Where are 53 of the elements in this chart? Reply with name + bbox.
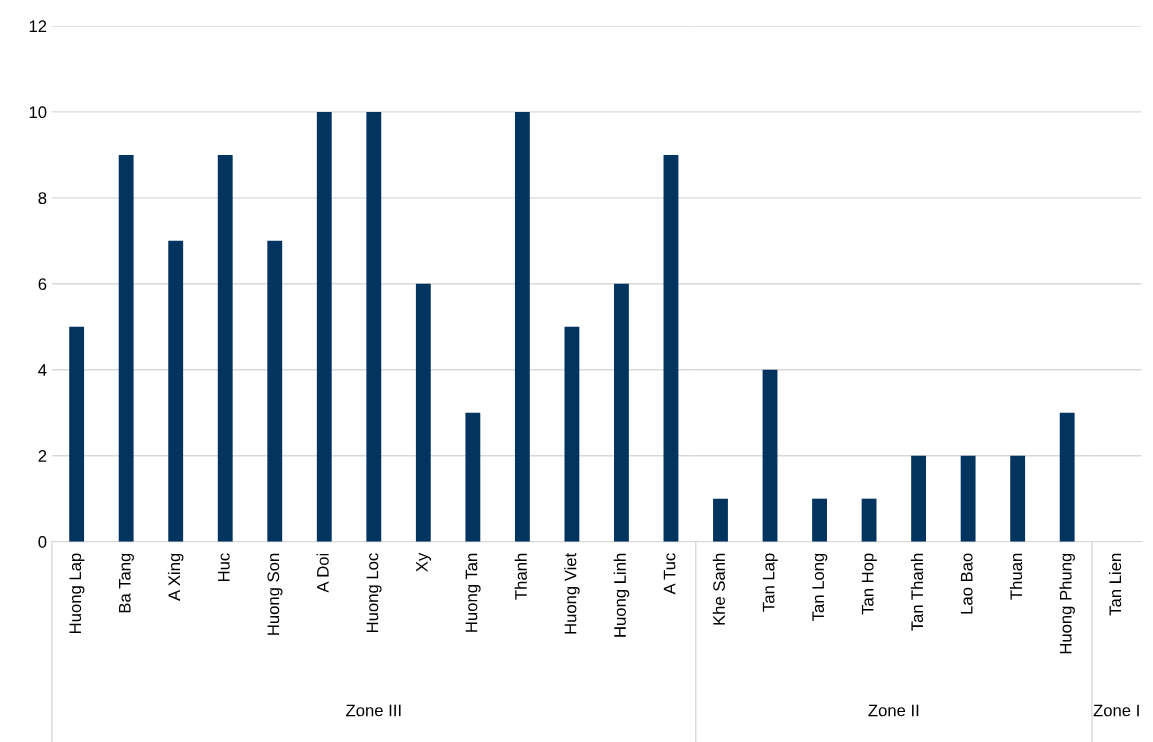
y-tick-label: 12 bbox=[29, 20, 47, 33]
bar bbox=[465, 412, 481, 542]
bar bbox=[861, 498, 877, 542]
x-tick-label: Huong Viet bbox=[564, 552, 580, 634]
y-tick-label: 2 bbox=[38, 450, 47, 462]
x-axis-title: Zone I bbox=[1093, 704, 1139, 717]
bar bbox=[614, 283, 629, 542]
x-tick-label: Ba Tang bbox=[119, 553, 134, 613]
bar bbox=[415, 283, 431, 542]
x-tick-label: Tan Long bbox=[812, 553, 828, 621]
x-tick-label: Khe Sanh bbox=[712, 553, 725, 625]
x-tick-label: Huong Linh bbox=[613, 553, 630, 637]
x-tick-label: Huong Tan bbox=[465, 553, 481, 632]
bar bbox=[1059, 412, 1075, 542]
x-tick-label: Huong Son bbox=[267, 553, 283, 635]
x-tick-label: Huc bbox=[218, 553, 230, 582]
y-tick-label: 4 bbox=[38, 364, 47, 376]
bar bbox=[663, 154, 679, 542]
x-tick-label: A Xing bbox=[167, 553, 184, 601]
x-tick-label: Huong Loc bbox=[366, 553, 382, 633]
x-axis-title: Zone III bbox=[346, 704, 401, 717]
y-tick-label: 10 bbox=[29, 106, 47, 119]
bar bbox=[69, 326, 85, 542]
x-tick-label: Tan Thanh bbox=[910, 553, 924, 631]
bar bbox=[366, 111, 382, 542]
bar bbox=[514, 111, 530, 542]
bar bbox=[911, 455, 927, 542]
x-tick-label: Tan Hop bbox=[861, 553, 877, 615]
x-tick-label: Huong Lap bbox=[69, 553, 85, 633]
bar bbox=[960, 455, 976, 542]
x-tick-label: Lao Bao bbox=[960, 553, 973, 614]
bar bbox=[217, 154, 233, 542]
y-tick-label: 6 bbox=[38, 278, 47, 291]
x-tick-label: A Doi bbox=[316, 553, 329, 593]
bar bbox=[168, 240, 184, 542]
x-tick-label: Tan Lap bbox=[762, 553, 778, 612]
y-tick-label: 8 bbox=[38, 192, 47, 205]
x-tick-label: Huong Phung bbox=[1059, 553, 1075, 654]
x-tick-label: Thuan bbox=[1009, 553, 1023, 600]
x-tick-label: Thanh bbox=[514, 553, 527, 600]
bar bbox=[564, 326, 580, 542]
bar bbox=[812, 498, 827, 542]
bar bbox=[267, 240, 283, 542]
bar bbox=[316, 111, 332, 542]
x-tick-label: Tan Lien bbox=[1108, 553, 1122, 616]
bar bbox=[1010, 455, 1026, 542]
bar bbox=[713, 498, 728, 542]
x-axis-title: Zone II bbox=[868, 704, 919, 717]
bar bbox=[118, 154, 134, 542]
bar bbox=[762, 369, 778, 542]
x-tick-label: Xy bbox=[416, 552, 432, 572]
x-tick-label: A Tuc bbox=[663, 553, 676, 595]
y-tick-label: 0 bbox=[38, 536, 47, 548]
